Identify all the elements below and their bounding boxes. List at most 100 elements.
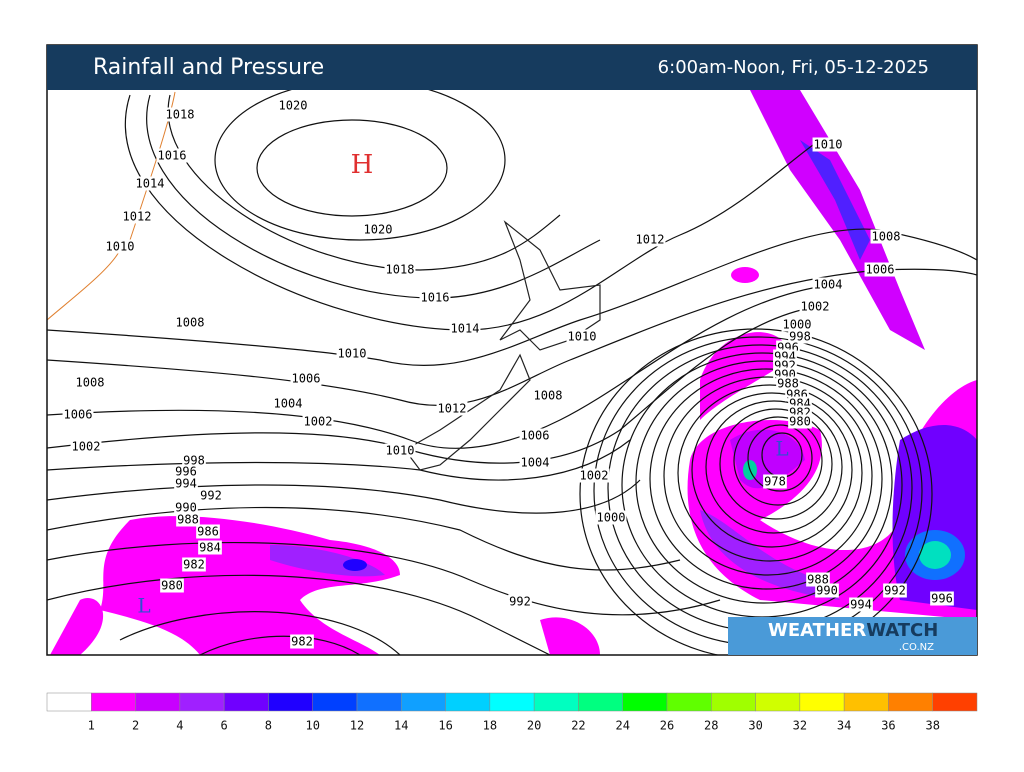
header-bar [47, 45, 977, 90]
isobar-label: 988 [777, 377, 799, 391]
isobar-label-bg [104, 239, 136, 254]
isobar-label-bg [788, 329, 812, 344]
isobar-label-bg [566, 329, 598, 344]
isobar-label-bg [763, 474, 787, 489]
isobar-label-bg [272, 396, 304, 411]
isobar-ring [677, 384, 863, 562]
isobar-label-bg [182, 557, 206, 572]
isobar-ring [747, 424, 813, 492]
isobar-label-bg [160, 578, 184, 593]
isobar-label-bg [815, 583, 839, 598]
legend-label: 8 [265, 719, 272, 733]
isobar-label-bg [384, 443, 416, 458]
legend-swatch [622, 692, 668, 712]
isobar-label: 1008 [176, 316, 205, 330]
isobar-label-bg [532, 388, 564, 403]
isobar-label-bg [362, 222, 394, 237]
isobar-label-bg [508, 594, 532, 609]
isobar-label: 998 [789, 330, 811, 344]
isobar-label: 1016 [421, 291, 450, 305]
isobar-label: 1006 [292, 372, 321, 386]
legend-swatch [135, 692, 181, 712]
isobar-label: 1002 [304, 415, 333, 429]
legend-label: 20 [527, 719, 541, 733]
isobar-label: 1004 [274, 397, 303, 411]
map: H L L 1018 1016 1014 1012 1010 1020 1020 1018 1016 1… [47, 90, 977, 655]
isobar-label: 1014 [136, 177, 165, 191]
isobar-labels: H L L 1018 1016 1014 1012 1010 1020 1020 1018 1016 1… [62, 98, 954, 649]
isobar-label-bg [290, 634, 314, 649]
isobar-label-bg [595, 510, 627, 525]
isobar-label: 1000 [597, 511, 626, 525]
isobar-label: 1002 [801, 300, 830, 314]
isobar-label-bg [174, 476, 198, 491]
isobar-ring [705, 400, 843, 534]
isobar-label-bg [174, 315, 206, 330]
legend-label: 18 [483, 719, 497, 733]
logo-suffix: .CO.NZ [899, 642, 934, 653]
legend-label: 2 [132, 719, 139, 733]
legend-label: 6 [221, 719, 228, 733]
isobar-label: 1006 [521, 429, 550, 443]
isobar-label-bg [788, 414, 812, 429]
legend-label: 10 [305, 719, 319, 733]
isobar-label-bg [519, 428, 551, 443]
pressure-center: L [775, 437, 788, 461]
isobar-label: 980 [789, 415, 811, 429]
pressure-center: L [137, 594, 150, 618]
legend-swatch [755, 692, 801, 712]
isobar-label: 1010 [386, 444, 415, 458]
isobar-ring [733, 416, 823, 506]
isobar-label-bg [198, 540, 222, 555]
isobar-label-bg [849, 597, 873, 612]
legend-swatch [401, 692, 446, 712]
isobar-label-bg [384, 262, 416, 277]
isobar-label: 1008 [872, 230, 901, 244]
isobar-label: 994 [850, 598, 872, 612]
legend-swatch [578, 692, 623, 712]
isobar-label: 994 [175, 477, 197, 491]
pressure-center: H [351, 150, 374, 180]
legend-label: 32 [793, 719, 807, 733]
isobar-ring [663, 376, 873, 576]
isobar-label-bg [864, 262, 896, 277]
legend-label: 22 [571, 719, 585, 733]
isobar-lines [47, 90, 977, 655]
legend-label: 34 [837, 719, 851, 733]
isobar-label-bg [634, 232, 666, 247]
rain-areas [50, 90, 977, 655]
isobar-label-bg [776, 376, 800, 391]
legend-label: 24 [615, 719, 629, 733]
legend-swatch [223, 692, 269, 712]
isobar-label-bg [70, 439, 102, 454]
isobar-label: 1012 [123, 210, 152, 224]
isobar-label-bg [930, 591, 954, 606]
isobar-label: 992 [884, 584, 906, 598]
legend-label: 4 [176, 719, 183, 733]
isobar-label-bg [174, 464, 198, 479]
isobar-label: 996 [931, 592, 953, 606]
isobar-label: 1010 [568, 330, 597, 344]
title: Rainfall and Pressure [93, 55, 324, 80]
isobar-label: 992 [509, 595, 531, 609]
isobar-label: 986 [197, 525, 219, 539]
isobar-label-bg [74, 375, 106, 390]
isobar-label-bg [134, 176, 166, 191]
isobar-label: 998 [183, 454, 205, 468]
legend-swatch [268, 692, 313, 712]
isobar-label-bg [156, 148, 188, 163]
legend-label: 12 [350, 719, 364, 733]
isobar-label-bg [196, 524, 220, 539]
isobar-label: 988 [807, 573, 829, 587]
legend-swatch [356, 692, 402, 712]
isobar-label: 1002 [580, 469, 609, 483]
legend-swatch [666, 692, 712, 712]
isobar-label: 980 [161, 579, 183, 593]
isobar-label-bg [799, 299, 831, 314]
isobar-label: 988 [177, 513, 199, 527]
isobar-label-bg [883, 583, 907, 598]
isobar-label: 1008 [534, 389, 563, 403]
isobar-ring [649, 368, 883, 590]
isobar-label: 1018 [386, 263, 415, 277]
